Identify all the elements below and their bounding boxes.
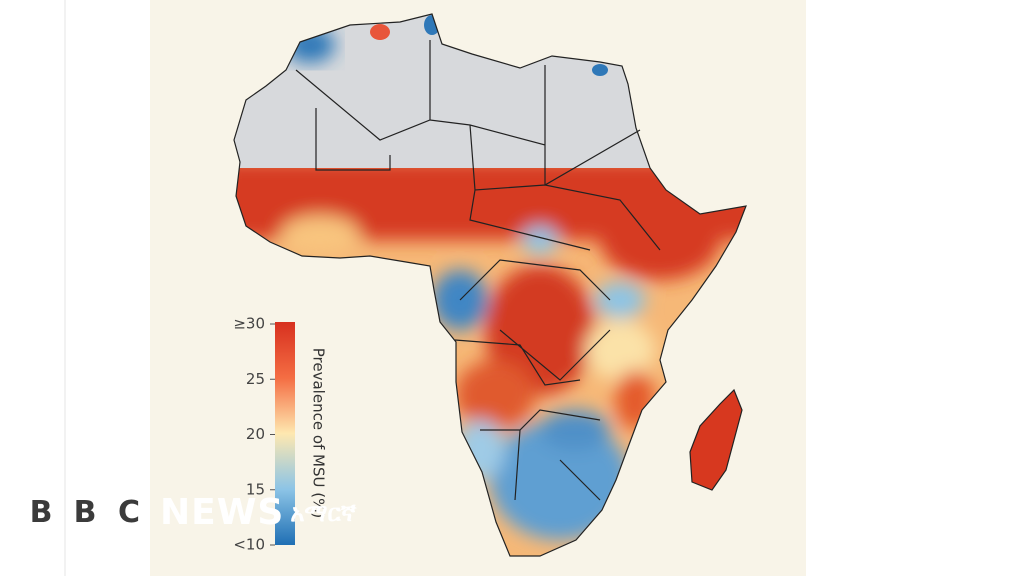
logo-letter: C xyxy=(110,493,148,532)
tick-label: <10 xyxy=(233,536,265,554)
borders xyxy=(233,13,747,557)
brand: NEWS xyxy=(160,492,285,533)
logo-letter: B xyxy=(66,493,104,532)
colorbar xyxy=(275,322,295,545)
colorbar-ticks: ≥30 25 20 15 <10 xyxy=(233,315,275,554)
legend-title: Prevalence of MSU (%) xyxy=(310,348,328,518)
tick-label: 25 xyxy=(246,370,265,388)
tick-label: 20 xyxy=(246,425,265,443)
logo-letter: B xyxy=(22,493,60,532)
service-name: አማርኛ xyxy=(290,498,357,527)
tick-label: 15 xyxy=(246,480,265,498)
tick-label: ≥30 xyxy=(233,315,265,333)
